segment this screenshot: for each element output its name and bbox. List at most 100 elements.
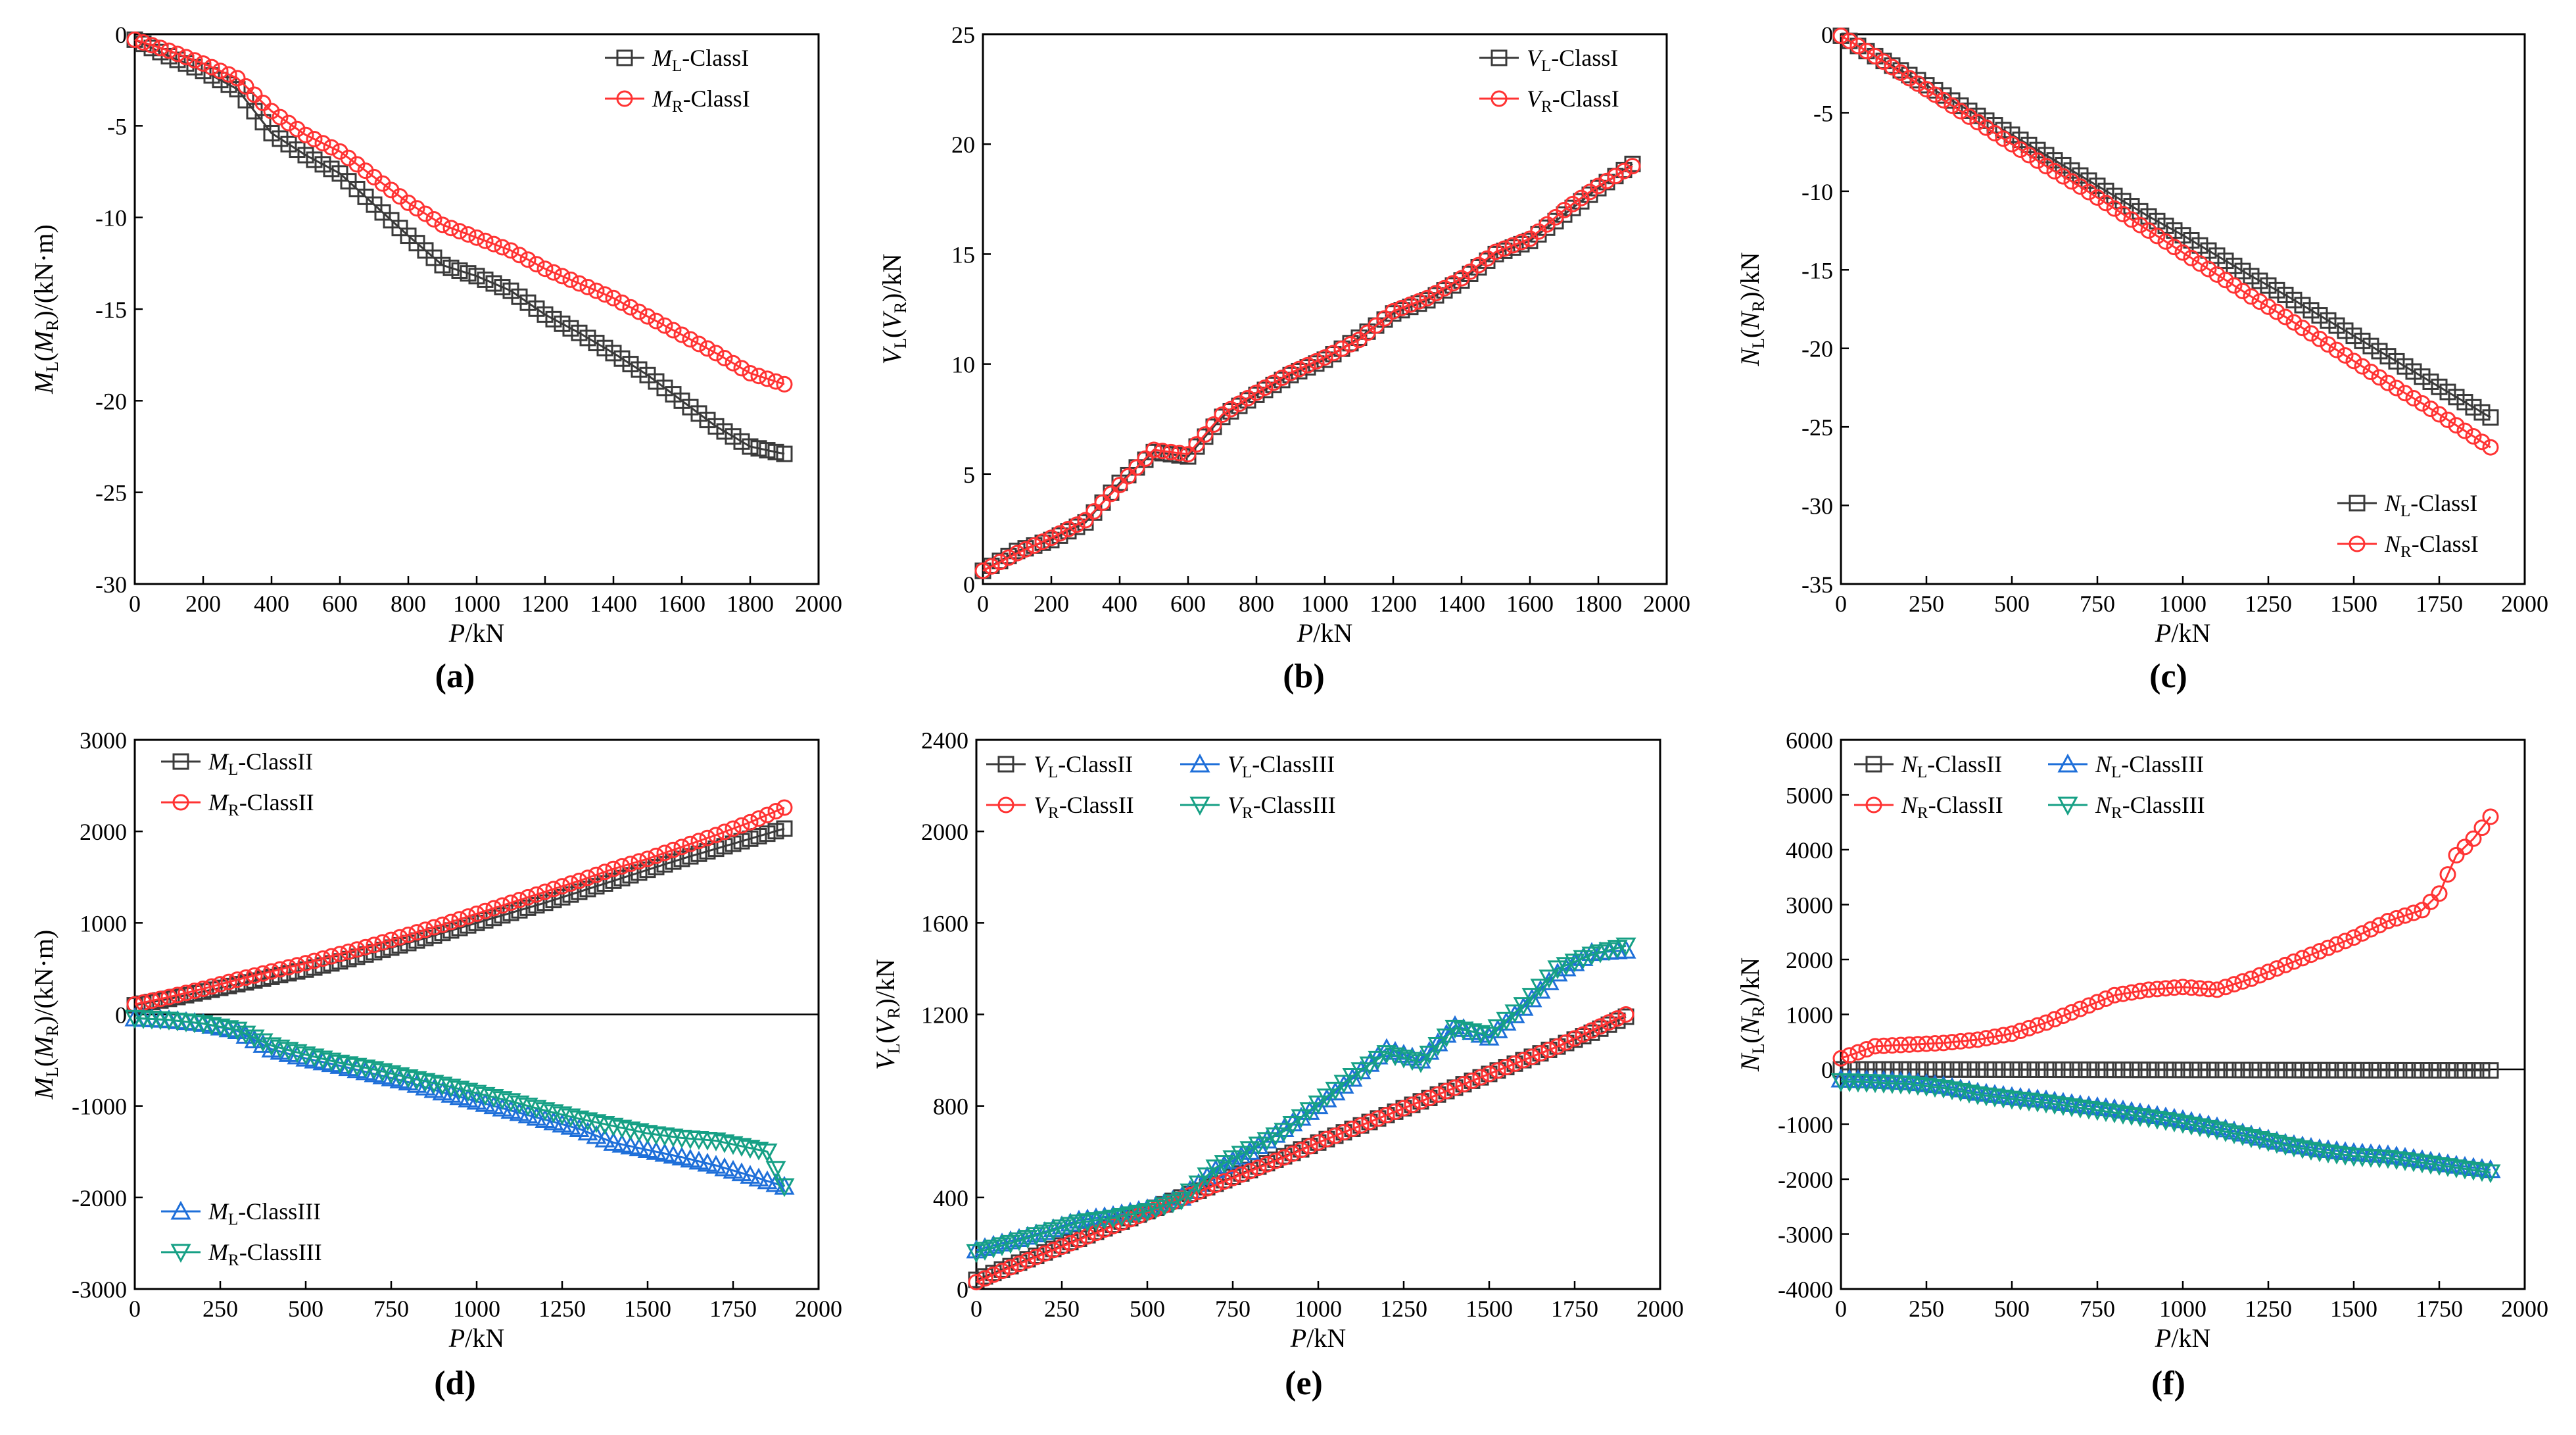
data-point [511, 247, 528, 264]
series-MR-ClassII [126, 799, 793, 1013]
data-point [759, 370, 776, 387]
data-point [2046, 152, 2063, 169]
data-point [545, 310, 562, 328]
data-point [500, 1093, 521, 1112]
data-point [1404, 1096, 1421, 1113]
data-point [519, 251, 537, 268]
data-point [1181, 1186, 1199, 1204]
data-point [152, 39, 169, 57]
x-tick-label: 400 [1102, 591, 1137, 617]
data-point [1068, 516, 1085, 533]
data-point [2448, 417, 2465, 434]
data-point [2097, 1061, 2114, 1079]
data-point [261, 1037, 282, 1056]
data-point [1558, 1034, 1575, 1051]
data-point [1205, 416, 1222, 433]
data-point [1624, 158, 1641, 175]
data-point [246, 103, 263, 120]
data-point [2132, 983, 2149, 1000]
data-point [237, 969, 254, 986]
data-point [408, 200, 425, 217]
data-point [1256, 379, 1274, 397]
data-point [1412, 1093, 1429, 1110]
data-point [733, 817, 750, 834]
data-point [2311, 942, 2328, 960]
data-point [2114, 205, 2132, 222]
legend-label: NR-ClassIII [2095, 792, 2205, 822]
data-point [2020, 1019, 2038, 1036]
data-point [2140, 222, 2157, 239]
data-point [1308, 353, 1325, 370]
data-point [1607, 168, 1624, 185]
data-point [1028, 1248, 1045, 1265]
data-point [554, 268, 571, 285]
data-point [750, 827, 767, 844]
data-point [1265, 1127, 1286, 1147]
data-point [1952, 103, 1969, 120]
data-point [1393, 1050, 1414, 1069]
data-point [2174, 227, 2191, 244]
data-point [126, 31, 143, 48]
data-point [1884, 1037, 1901, 1054]
data-point [2183, 232, 2200, 249]
data-point [477, 232, 494, 249]
data-point [212, 72, 229, 89]
y-tick-label: 2000 [1786, 947, 1833, 973]
data-point [1368, 1050, 1389, 1070]
data-point [1464, 1072, 1481, 1089]
data-point [2371, 369, 2388, 386]
data-point [2397, 1061, 2414, 1079]
data-point [613, 350, 631, 367]
data-point [517, 1098, 538, 1117]
x-tick-label: 1000 [1295, 1296, 1342, 1322]
data-point [1378, 1107, 1395, 1124]
data-point [1352, 1117, 1370, 1134]
data-point [1282, 1116, 1303, 1135]
y-tick-label: 10 [951, 352, 975, 378]
data-point [2320, 939, 2337, 956]
y-tick-label: 5000 [1786, 783, 1833, 809]
data-point [2345, 328, 2362, 345]
data-point [152, 990, 169, 1008]
data-point [776, 820, 793, 837]
data-point [2003, 126, 2020, 143]
data-point [2414, 368, 2431, 385]
data-point [579, 881, 596, 898]
data-point [1387, 1103, 1404, 1120]
data-point [2157, 233, 2174, 250]
data-point [974, 1242, 995, 1261]
data-point [323, 139, 340, 156]
data-point [537, 306, 554, 323]
data-point [765, 1173, 786, 1192]
data-point [1841, 32, 1858, 49]
data-point [1609, 1010, 1626, 1027]
data-point [1573, 950, 1594, 969]
data-point [169, 986, 186, 1004]
data-point [1573, 189, 1590, 207]
panel-label: (f) [2151, 1365, 2185, 1402]
data-point [2029, 141, 2046, 158]
data-point [2362, 1061, 2379, 1079]
data-point [2379, 1061, 2397, 1079]
data-point [2320, 312, 2337, 329]
data-point [2089, 189, 2106, 206]
data-point [2038, 1014, 2055, 1031]
data-point [2166, 1061, 2183, 1079]
series-MR-ClassI [126, 31, 793, 393]
x-tick-label: 1750 [2416, 1296, 2463, 1322]
data-point [631, 853, 648, 870]
data-point [1171, 1191, 1192, 1211]
y-axis-title: NL(NR)/kN [1735, 252, 1768, 366]
data-point [2055, 168, 2072, 185]
data-point [2431, 885, 2448, 902]
data-point [1995, 1027, 2012, 1044]
data-point [1521, 988, 1542, 1007]
data-point [280, 114, 297, 132]
data-point [577, 1121, 598, 1141]
data-point [2080, 997, 2097, 1014]
data-point [1952, 1033, 1969, 1050]
data-point [1120, 468, 1137, 485]
data-point [2448, 846, 2465, 863]
x-tick-label: 0 [129, 591, 141, 617]
x-tick-label: 1600 [1506, 591, 1554, 617]
